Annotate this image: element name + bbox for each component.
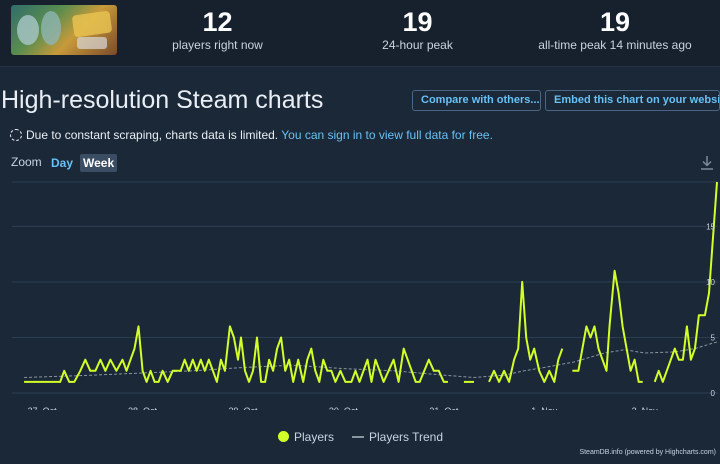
x-tick-label: 1. Nov: [531, 406, 558, 410]
legend-players-trend[interactable]: Players Trend: [352, 430, 443, 444]
stat-label: players right now: [172, 38, 263, 52]
thumb-art-figure: [41, 11, 61, 45]
page-title: High-resolution Steam charts: [1, 86, 324, 114]
x-tick-label: 29. Oct: [228, 406, 258, 410]
chart-credit[interactable]: SteamDB.info (powered by Highcharts.com): [579, 449, 716, 456]
game-capsule-image[interactable]: [11, 5, 117, 55]
download-icon[interactable]: [699, 154, 715, 172]
data-limit-notice: Due to constant scraping, charts data is…: [10, 128, 493, 142]
sign-in-link[interactable]: You can sign in to view full data for fr…: [281, 128, 493, 142]
zoom-label: Zoom: [11, 155, 42, 169]
x-tick-label: 30. Oct: [329, 406, 359, 410]
stat-label: all-time peak 14 minutes ago: [538, 38, 692, 52]
legend-trend-label: Players Trend: [369, 430, 444, 444]
stat-value: 12: [202, 7, 233, 37]
stat-label: 24-hour peak: [382, 38, 453, 52]
stat-24h-peak: 19 24-hour peak: [350, 6, 485, 52]
legend-players[interactable]: Players: [278, 430, 334, 444]
thumb-art-logo: [77, 37, 107, 49]
player-count-chart[interactable]: 0 5 10 15 27. Oct 28. Oct 29. Oct 30. Oct 31. O…: [0, 170, 720, 410]
series-players: [572, 269, 643, 383]
zoom-week-button[interactable]: Week: [80, 154, 118, 172]
x-tick-label: 27. Oct: [28, 406, 58, 410]
stat-value: 19: [599, 7, 631, 37]
x-tick-label: 28. Oct: [128, 406, 158, 410]
stat-all-time-peak: 19 all-time peak 14 minutes ago: [520, 6, 710, 52]
dashed-circle-icon: [10, 129, 22, 141]
series-players: [488, 280, 564, 383]
header-bar: 12 players right now 19 24-hour peak 19 …: [0, 0, 720, 67]
legend-players-label: Players: [294, 430, 335, 444]
x-tick-label: 31. Oct: [429, 406, 459, 410]
thumb-art-logo: [71, 10, 113, 38]
notice-text: Due to constant scraping, charts data is…: [26, 128, 279, 142]
x-tick-label: 2. Nov: [632, 406, 659, 410]
chart-grid: [12, 181, 718, 394]
legend-dot-icon: [278, 431, 289, 442]
series-players: [24, 325, 448, 383]
y-tick-label: 15: [706, 222, 715, 231]
series-players-trend: [24, 341, 718, 379]
y-tick-label: 10: [706, 278, 715, 287]
stat-value: 19: [402, 7, 433, 37]
thumb-art-figure: [17, 15, 39, 45]
y-tick-label: 0: [711, 389, 716, 398]
zoom-day-button[interactable]: Day: [51, 156, 74, 170]
stat-players-now: 12 players right now: [150, 6, 285, 52]
embed-chart-button[interactable]: Embed this chart on your website: [545, 90, 720, 111]
compare-button[interactable]: Compare with others...: [412, 90, 541, 111]
series-players: [653, 181, 718, 383]
y-tick-label: 5: [711, 333, 716, 342]
legend-dash-icon: [352, 436, 364, 438]
